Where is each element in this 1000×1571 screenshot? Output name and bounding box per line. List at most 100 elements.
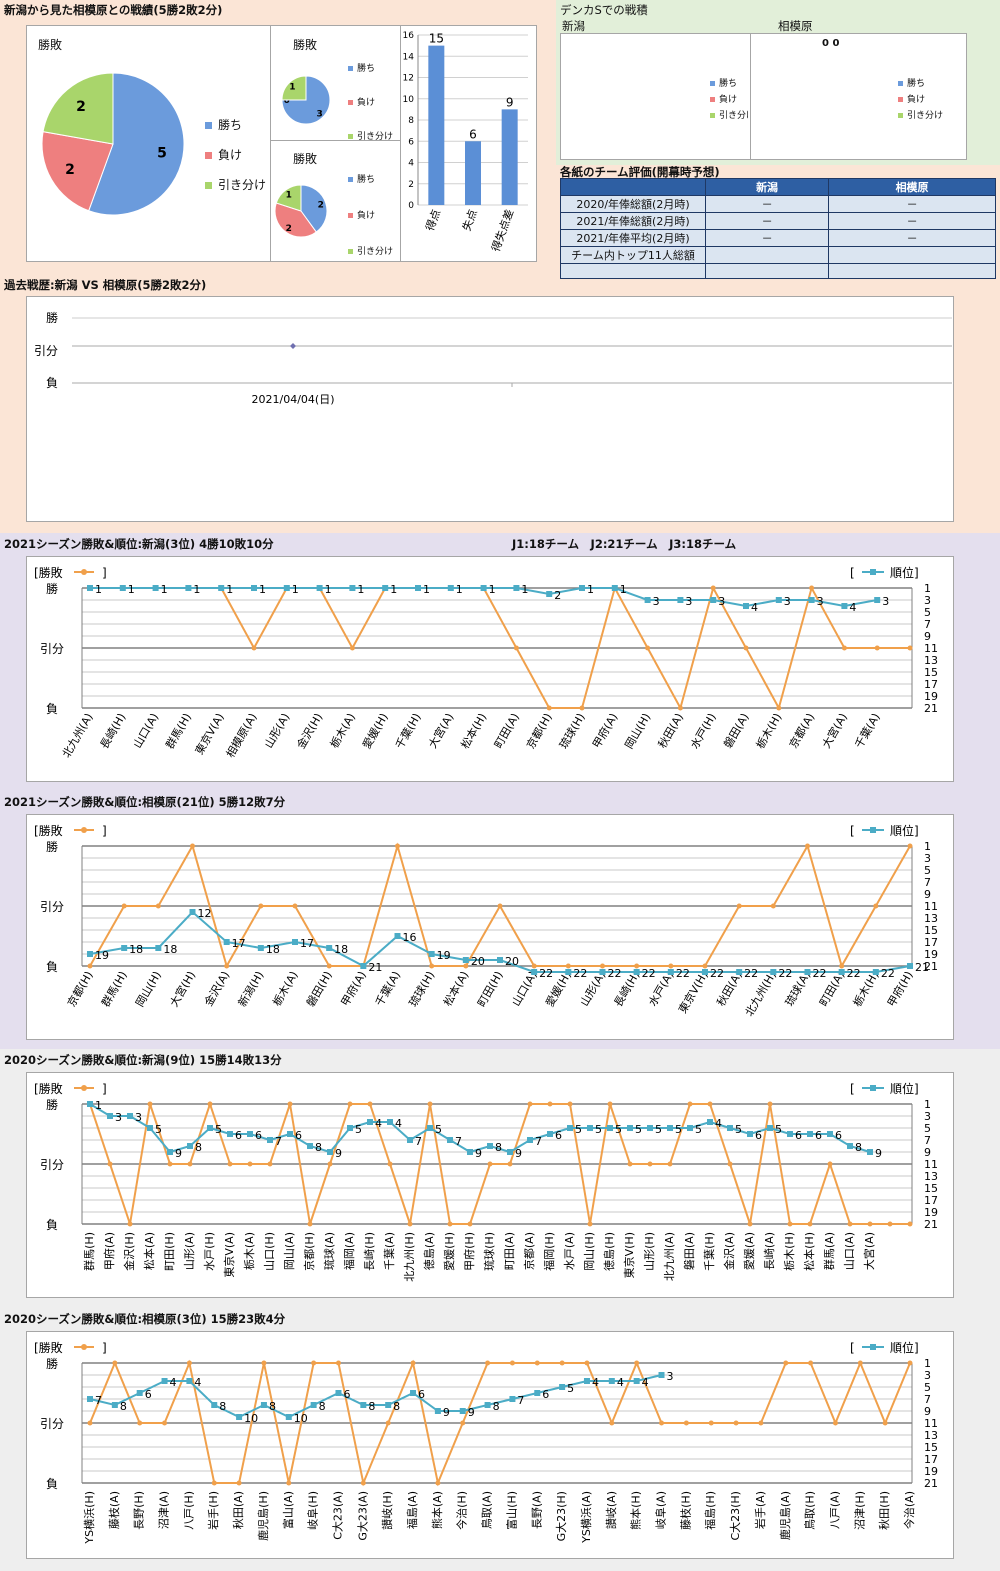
s2020-sagamihara-category: 沼津(A) (157, 1491, 171, 1529)
s2021-niigata-legend-wdl: [勝敗 (34, 565, 63, 580)
pie-small1-title: 勝敗 (293, 38, 318, 52)
s2020-sagamihara-rank-label: 10 (294, 1412, 308, 1425)
s2020-niigata-category: 北九州(A) (663, 1232, 676, 1281)
s2020-niigata-rank-point (247, 1131, 253, 1137)
pie-big-title: 勝敗 (38, 38, 63, 52)
s2021-sagamihara-rank-tick: 15 (924, 924, 938, 937)
s2021-sagamihara-rank-tick: 3 (924, 852, 931, 865)
s2020-sagamihara-rank-point (136, 1390, 143, 1396)
s2020-niigata-wdl-point (707, 1101, 713, 1107)
s2020-niigata-rank-label: 9 (335, 1147, 342, 1160)
s2021-niigata-rank-label: 1 (226, 583, 233, 596)
s2020-sagamihara-rank-tick: 19 (924, 1465, 938, 1478)
s2021-niigata-category: 栃木(H) (753, 711, 785, 752)
s2021-sagamihara-rank-label: 19 (95, 949, 109, 962)
s2020-niigata-category: 福岡(H) (542, 1232, 556, 1271)
s2021-niigata-rank-label: 1 (292, 583, 299, 596)
s2020-sagamihara-rank-point (434, 1408, 441, 1414)
s2020-niigata-rank-point (367, 1119, 373, 1125)
s2020-sagamihara-rank-point (459, 1408, 466, 1414)
s2021-sagamihara-rank-point (872, 969, 879, 975)
s2020-sagamihara-wdl-point (335, 1360, 341, 1366)
s2020-niigata-rank-point (267, 1137, 273, 1143)
s2021-niigata-rank-label: 3 (882, 595, 889, 608)
s2020-niigata-rank-label: 1 (95, 1099, 102, 1112)
s2021-niigata-rank-tick: 11 (924, 642, 938, 655)
s2020-sagamihara-y-draw: 引分 (40, 1417, 64, 1431)
s2021-sagamihara-rank-point (702, 969, 708, 975)
s2020-sagamihara-wdl-point (808, 1360, 814, 1366)
s2020-sagamihara-rank-tick: 1 (924, 1357, 931, 1370)
s2021-sagamihara-wdl-point (395, 843, 400, 849)
s2020-niigata-rank-label: 6 (755, 1129, 762, 1142)
bar-1 (465, 141, 481, 205)
s2020-sagamihara-wdl-point (758, 1420, 764, 1426)
s2020-niigata-rank-label: 8 (495, 1141, 502, 1154)
s2020-sagamihara-wdl-point (783, 1360, 789, 1366)
s2021-sagamihara-rank-label: 17 (232, 937, 246, 950)
s2020-niigata-wdl-point (147, 1101, 153, 1107)
s2020-sagamihara-wdl-point (659, 1420, 665, 1426)
s2020-sagamihara-rank-point (285, 1414, 292, 1420)
s2020-niigata-wdl-point (167, 1161, 173, 1167)
s2020-niigata-wdl-point (667, 1161, 673, 1167)
s2021-niigata-legend-wdl-marker (81, 569, 87, 575)
s2021-niigata-rank-point (316, 585, 323, 591)
s2020-sagamihara-rank-label: 6 (418, 1388, 425, 1401)
s2020-niigata-rank-label: 6 (835, 1129, 842, 1142)
s2020-sagamihara-rank-point (583, 1378, 590, 1384)
s2-box (26, 814, 954, 1040)
s2020-sagamihara-rank-point (385, 1402, 392, 1408)
s2020-niigata-category: 町田(H) (163, 1232, 176, 1271)
s2020-niigata-category: 北九州(H) (403, 1232, 416, 1282)
s2020-niigata-wdl-point (267, 1161, 273, 1167)
bar-value-label: 6 (469, 127, 477, 141)
s2021-niigata-category: 大宮(A) (425, 711, 456, 751)
s2021-sagamihara-wdl-point (565, 963, 571, 969)
s2020-niigata-wdl-point (207, 1101, 213, 1107)
s2021-niigata-wdl-point (710, 585, 716, 591)
s2020-niigata-category: 徳島(A) (422, 1232, 436, 1270)
s2020-sagamihara-wdl-point (683, 1420, 689, 1426)
legend-draw: 引き分け (205, 170, 266, 200)
s2021-sagamihara-rank-point (462, 957, 469, 963)
s2021-niigata-rank-point (677, 597, 684, 603)
s2021-niigata-category: 水戸(H) (688, 711, 719, 751)
s2020-sagamihara-rank-label: 4 (642, 1376, 649, 1389)
s2020-sagamihara-wdl-point (460, 1420, 466, 1426)
s2-title: 2021シーズン勝敗&順位:相模原(21位) 5勝12敗7分 (4, 795, 286, 809)
s2020-niigata-rank-label: 6 (555, 1129, 562, 1142)
s2020-niigata-category: 岡山(H) (583, 1232, 596, 1271)
pie-big-legend: 勝ち 負け 引き分け (205, 110, 266, 200)
s2021-niigata-rank-label: 1 (325, 583, 332, 596)
s2020-sagamihara-rank-point (484, 1402, 491, 1408)
pie-big-label: 2 (65, 162, 75, 178)
s2020-sagamihara-y-win: 勝 (46, 1356, 58, 1371)
s2021-sagamihara-rank-point (189, 909, 196, 915)
s2021-niigata-rank-tick: 1 (924, 582, 931, 595)
bar-value-label: 15 (429, 32, 444, 46)
s2021-niigata-rank-point (579, 585, 585, 591)
s2020-niigata-wdl-point (287, 1101, 293, 1107)
s2020-sagamihara-rank-point (111, 1402, 118, 1408)
s2021-sagamihara-rank-point (428, 951, 435, 957)
s2021-niigata-rank-tick: 9 (924, 630, 931, 643)
s2020-niigata-category: 東京V(A) (222, 1232, 236, 1278)
s2021-sagamihara-category: 町田(H) (475, 969, 506, 1009)
s2020-niigata-rank-label: 6 (235, 1129, 242, 1142)
s2020-niigata-rank-point (767, 1125, 773, 1131)
s2020-niigata-wdl-point (767, 1101, 773, 1107)
s2020-sagamihara-category: 鳥取(A) (480, 1491, 494, 1529)
s2021-niigata-category: 群馬(H) (162, 711, 194, 752)
s4-title: 2020シーズン勝敗&順位:相模原(3位) 15勝23敗4分 (4, 1312, 286, 1326)
s2020-niigata-y-win: 勝 (46, 1097, 58, 1112)
denka-sagamihara-legend: 勝ち 負け 引き分け (898, 76, 943, 124)
s2021-niigata-rank-label: 1 (456, 583, 463, 596)
s2020-sagamihara-rank-tick: 3 (924, 1369, 931, 1382)
s2020-sagamihara-rank-label: 5 (567, 1382, 574, 1395)
s2020-niigata-category: 琉球(H) (482, 1232, 496, 1271)
s2020-sagamihara-rank-point (236, 1414, 243, 1420)
s2021-sagamihara-wdl-point (87, 963, 93, 969)
s2020-niigata-rank-label: 9 (175, 1147, 182, 1160)
